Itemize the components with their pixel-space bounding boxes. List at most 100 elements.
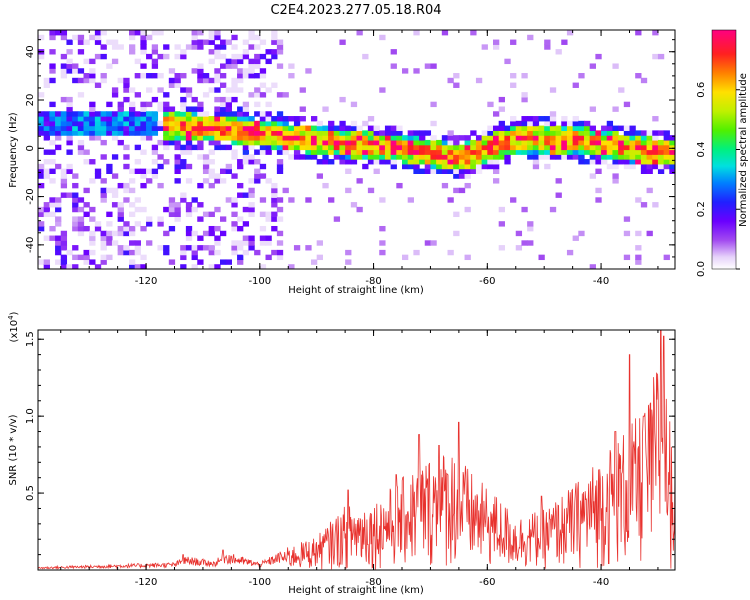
heatmap-cell bbox=[453, 168, 460, 174]
heatmap-cell bbox=[89, 206, 96, 213]
heatmap-cell bbox=[225, 197, 232, 203]
heatmap-cell bbox=[555, 154, 562, 160]
heatmap-cell bbox=[214, 53, 221, 60]
heatmap-cell bbox=[350, 154, 358, 160]
heatmap-cell bbox=[174, 216, 181, 222]
snr-series-line bbox=[38, 330, 675, 570]
heatmap-cell bbox=[299, 144, 306, 151]
heatmap-cell bbox=[111, 135, 119, 141]
heatmap-cell bbox=[254, 44, 261, 50]
heatmap-cell bbox=[220, 73, 227, 79]
heatmap-cell bbox=[356, 149, 363, 155]
heatmap-cell bbox=[612, 125, 619, 131]
heatmap-cell bbox=[390, 135, 397, 141]
heatmap-cell bbox=[225, 163, 232, 170]
heatmap-cell bbox=[276, 159, 284, 165]
heatmap-cell bbox=[220, 63, 227, 69]
heatmap-cell bbox=[185, 111, 193, 117]
heatmap-cell bbox=[293, 245, 301, 251]
heatmap-cell bbox=[481, 44, 488, 50]
heatmap-cell bbox=[49, 30, 56, 36]
heatmap-cell bbox=[464, 154, 471, 160]
heatmap-cell bbox=[38, 173, 45, 179]
heatmap-cell bbox=[231, 149, 238, 155]
heatmap-cell bbox=[441, 139, 449, 146]
heatmap-cell bbox=[504, 125, 511, 131]
heatmap-cell bbox=[49, 120, 56, 127]
heatmap-cell bbox=[208, 130, 215, 136]
heatmap-cell bbox=[111, 120, 119, 127]
heatmap-cell bbox=[475, 163, 483, 170]
heatmap-cell bbox=[350, 202, 358, 208]
heatmap-cell bbox=[515, 130, 523, 136]
heatmap-cell bbox=[197, 63, 204, 69]
heatmap-cell bbox=[419, 135, 426, 141]
colorbar-tick-label: 0.0 bbox=[696, 261, 707, 277]
heatmap-cell bbox=[66, 101, 73, 108]
heatmap-cell bbox=[38, 120, 45, 127]
heatmap-cell bbox=[265, 101, 272, 108]
heatmap-cell bbox=[527, 154, 534, 160]
heatmap-cell bbox=[100, 44, 107, 50]
heatmap-cell bbox=[208, 116, 215, 122]
heatmap-cell bbox=[572, 154, 579, 160]
heatmap-cell bbox=[180, 53, 187, 60]
heatmap-cell bbox=[305, 68, 312, 74]
heatmap-cell bbox=[635, 130, 642, 136]
heatmap-cell bbox=[248, 192, 255, 198]
heatmap-cell bbox=[106, 63, 113, 69]
heatmap-cell bbox=[390, 139, 397, 146]
heatmap-cell bbox=[663, 154, 670, 160]
heatmap-cell bbox=[163, 125, 170, 131]
heatmap-cell bbox=[94, 135, 102, 141]
heatmap-cell bbox=[202, 120, 210, 127]
heatmap-cell bbox=[265, 216, 272, 222]
heatmap-cell bbox=[356, 135, 363, 141]
heatmap-cell bbox=[265, 116, 272, 122]
x-tick-label: -120 bbox=[135, 577, 158, 588]
heatmap-cell bbox=[390, 163, 397, 170]
heatmap-cell bbox=[72, 111, 79, 117]
heatmap-cell bbox=[197, 130, 204, 136]
heatmap-cell bbox=[100, 53, 107, 60]
heatmap-cell bbox=[197, 202, 204, 208]
heatmap-cell bbox=[225, 259, 232, 265]
heatmap-cell bbox=[584, 144, 591, 151]
heatmap-cell bbox=[49, 77, 56, 84]
heatmap-cell bbox=[578, 230, 585, 237]
heatmap-cell bbox=[77, 221, 85, 227]
heatmap-cell bbox=[646, 144, 653, 151]
heatmap-cell bbox=[43, 168, 50, 174]
heatmap-cell bbox=[259, 73, 267, 79]
heatmap-cell bbox=[248, 34, 255, 41]
heatmap-cell bbox=[316, 149, 323, 155]
heatmap-cell bbox=[555, 192, 562, 198]
heatmap-cell bbox=[436, 159, 443, 165]
heatmap-cell bbox=[89, 178, 96, 184]
heatmap-cell bbox=[214, 68, 221, 74]
heatmap-cell bbox=[197, 39, 204, 45]
heatmap-cell bbox=[447, 139, 454, 146]
heatmap-cell bbox=[214, 87, 221, 93]
heatmap-cell bbox=[134, 168, 141, 174]
heatmap-cell bbox=[669, 135, 675, 141]
heatmap-cell bbox=[407, 139, 414, 146]
heatmap-cell bbox=[464, 173, 471, 179]
heatmap-cell bbox=[146, 53, 153, 60]
heatmap-cell bbox=[555, 125, 562, 131]
heatmap-cell bbox=[402, 144, 409, 151]
heatmap-cell bbox=[538, 116, 545, 122]
heatmap-cell bbox=[356, 125, 363, 131]
heatmap-cell bbox=[339, 96, 346, 103]
heatmap-cell bbox=[544, 39, 551, 45]
heatmap-cell bbox=[202, 230, 210, 237]
heatmap-cell bbox=[669, 154, 675, 160]
heatmap-cell bbox=[362, 149, 369, 155]
heatmap-cell bbox=[248, 58, 255, 65]
heatmap-cell bbox=[225, 130, 232, 136]
heatmap-cell bbox=[407, 163, 414, 170]
heatmap-cell bbox=[532, 120, 540, 127]
heatmap-cell bbox=[60, 178, 68, 184]
heatmap-cell bbox=[424, 149, 432, 155]
heatmap-cell bbox=[379, 197, 386, 203]
